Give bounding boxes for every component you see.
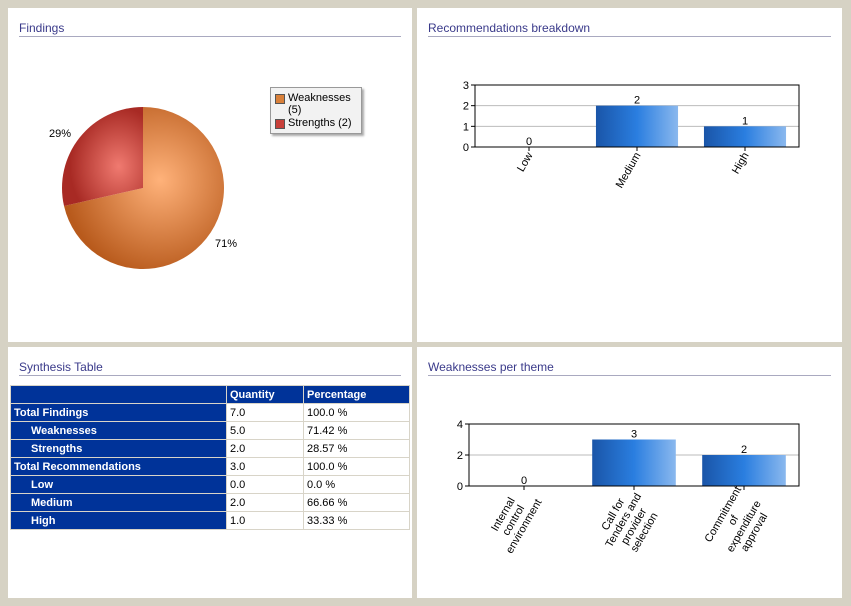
panel-title: Synthesis Table	[19, 360, 401, 376]
cell-qty: 0.0	[226, 475, 304, 494]
cell-label: Total Findings	[10, 403, 227, 422]
bar-value-label: 2	[741, 444, 747, 456]
synthesis-panel: Synthesis Table Quantity Percentage Tota…	[8, 347, 412, 598]
pie-data-label: 29%	[49, 128, 71, 140]
x-tick-label: Low	[515, 150, 536, 174]
legend-label: Strengths (2)	[288, 117, 352, 129]
table-row: Medium 2.0 66.66 %	[10, 493, 410, 512]
x-label-line: Low	[515, 150, 536, 174]
bar-value-label: 3	[631, 429, 637, 441]
cell-qty: 2.0	[226, 493, 304, 512]
recommendations-panel: Recommendations breakdown 0 1 2 3 0 Low 2 Mediu…	[417, 8, 842, 342]
table-row: High 1.0 33.33 %	[10, 511, 410, 530]
pie-slice-0	[64, 107, 224, 269]
cell-pct: 33.33 %	[303, 511, 410, 530]
findings-panel: Findings 71% 29% Weaknesses (5) Strengths…	[8, 8, 412, 342]
column-header	[10, 385, 227, 404]
cell-qty: 1.0	[226, 511, 304, 530]
plot-frame	[468, 423, 800, 487]
bar-value-label: 1	[742, 115, 748, 127]
x-tick-label: Internalcontrolenvironment	[483, 485, 544, 555]
pie-data-label: 71%	[215, 238, 237, 250]
legend-swatch	[275, 94, 285, 104]
bar-value-label: 2	[634, 95, 640, 107]
cell-pct: 28.57 %	[303, 439, 410, 458]
cell-pct: 71.42 %	[303, 421, 410, 440]
panel-title: Findings	[19, 21, 401, 37]
column-header: Percentage	[303, 385, 410, 404]
cell-label: Low	[10, 475, 227, 494]
y-tick-label: 2	[463, 101, 469, 113]
cell-qty: 3.0	[226, 457, 304, 476]
table-row: Low 0.0 0.0 %	[10, 475, 410, 494]
legend-label: Weaknesses (5)	[288, 92, 351, 116]
findings-pie-chart: 71% 29%	[49, 107, 237, 269]
x-label-line: High	[730, 151, 752, 177]
cell-label: Strengths	[10, 439, 227, 458]
column-header: Quantity	[226, 385, 304, 404]
x-tick-label: Commitmentofexpenditureapproval	[703, 485, 776, 563]
legend-swatch	[275, 119, 285, 129]
y-tick-label: 1	[463, 121, 469, 133]
y-tick-label: 0	[457, 481, 463, 493]
bar	[595, 105, 679, 147]
x-tick-label: Call forTenders andproviderselection	[593, 485, 665, 561]
pie-legend: Weaknesses (5) Strengths (2)	[270, 87, 362, 134]
table-row: Strengths 2.0 28.57 %	[10, 439, 410, 458]
table-row: Total Findings 7.0 100.0 %	[10, 403, 410, 422]
cell-qty: 5.0	[226, 421, 304, 440]
bar	[703, 126, 787, 147]
bar-value-label: 0	[526, 136, 532, 148]
legend-item-strengths: Strengths (2)	[275, 117, 357, 129]
plot-frame	[474, 84, 800, 148]
cell-pct: 0.0 %	[303, 475, 410, 494]
synthesis-table: Quantity Percentage Total Findings 7.0 100…	[10, 385, 410, 530]
cell-qty: 7.0	[226, 403, 304, 422]
table-header-row: Quantity Percentage	[10, 385, 410, 404]
cell-qty: 2.0	[226, 439, 304, 458]
panel-title: Recommendations breakdown	[428, 21, 831, 37]
y-tick-label: 0	[463, 142, 469, 154]
weaknesses-panel: Weaknesses per theme 0 2 4 0 Internalcontrol…	[417, 347, 842, 598]
y-tick-label: 3	[463, 80, 469, 92]
y-tick-label: 2	[457, 450, 463, 462]
cell-pct: 100.0 %	[303, 457, 410, 476]
cell-label: Weaknesses	[10, 421, 227, 440]
bar-value-label: 0	[521, 475, 527, 487]
x-tick-label: High	[730, 151, 752, 177]
cell-label: High	[10, 511, 227, 530]
table-row: Total Recommendations 3.0 100.0 %	[10, 457, 410, 476]
panel-title: Weaknesses per theme	[428, 360, 831, 376]
legend-item-weaknesses: Weaknesses (5)	[275, 92, 357, 116]
x-tick-label: Medium	[614, 151, 644, 191]
x-label-line: Medium	[614, 151, 644, 191]
cell-label: Medium	[10, 493, 227, 512]
cell-pct: 100.0 %	[303, 403, 410, 422]
bar	[702, 455, 786, 486]
cell-label: Total Recommendations	[10, 457, 227, 476]
pie-slice-1	[61, 107, 143, 207]
table-row: Weaknesses 5.0 71.42 %	[10, 421, 410, 440]
y-tick-label: 4	[457, 419, 463, 431]
recommendations-bar-chart: 0 1 2 3 0 Low 2 Medium 1 High	[463, 80, 800, 191]
bar	[592, 439, 676, 486]
cell-pct: 66.66 %	[303, 493, 410, 512]
